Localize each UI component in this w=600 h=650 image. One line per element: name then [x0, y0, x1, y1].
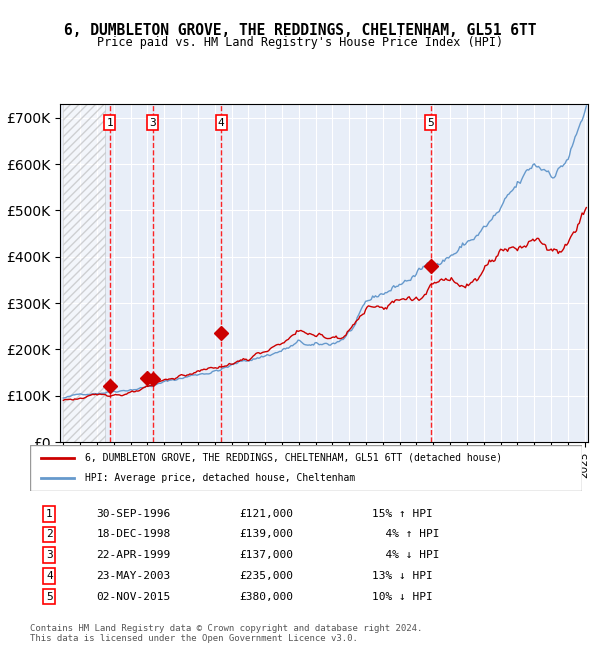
- Text: 30-SEP-1996: 30-SEP-1996: [96, 509, 170, 519]
- Text: 1: 1: [106, 118, 113, 127]
- Text: 4% ↓ HPI: 4% ↓ HPI: [372, 550, 440, 560]
- Text: HPI: Average price, detached house, Cheltenham: HPI: Average price, detached house, Chel…: [85, 473, 355, 483]
- Text: 6, DUMBLETON GROVE, THE REDDINGS, CHELTENHAM, GL51 6TT: 6, DUMBLETON GROVE, THE REDDINGS, CHELTE…: [64, 23, 536, 38]
- Text: 02-NOV-2015: 02-NOV-2015: [96, 592, 170, 601]
- Text: 23-MAY-2003: 23-MAY-2003: [96, 571, 170, 581]
- Text: Price paid vs. HM Land Registry's House Price Index (HPI): Price paid vs. HM Land Registry's House …: [97, 36, 503, 49]
- Text: Contains HM Land Registry data © Crown copyright and database right 2024.
This d: Contains HM Land Registry data © Crown c…: [30, 624, 422, 644]
- Text: 5: 5: [46, 592, 53, 601]
- Text: 2: 2: [46, 530, 53, 540]
- Text: 22-APR-1999: 22-APR-1999: [96, 550, 170, 560]
- Text: £139,000: £139,000: [240, 530, 294, 540]
- Text: 15% ↑ HPI: 15% ↑ HPI: [372, 509, 433, 519]
- Text: 3: 3: [46, 550, 53, 560]
- Text: £235,000: £235,000: [240, 571, 294, 581]
- FancyBboxPatch shape: [30, 445, 582, 491]
- Text: £137,000: £137,000: [240, 550, 294, 560]
- Bar: [64, 104, 106, 442]
- Text: 5: 5: [427, 118, 434, 127]
- Text: 6, DUMBLETON GROVE, THE REDDINGS, CHELTENHAM, GL51 6TT (detached house): 6, DUMBLETON GROVE, THE REDDINGS, CHELTE…: [85, 453, 502, 463]
- Text: 4: 4: [218, 118, 224, 127]
- Text: 10% ↓ HPI: 10% ↓ HPI: [372, 592, 433, 601]
- Text: £121,000: £121,000: [240, 509, 294, 519]
- Text: 13% ↓ HPI: 13% ↓ HPI: [372, 571, 433, 581]
- Text: £380,000: £380,000: [240, 592, 294, 601]
- Text: 3: 3: [149, 118, 156, 127]
- Text: 1: 1: [46, 509, 53, 519]
- Text: 4% ↑ HPI: 4% ↑ HPI: [372, 530, 440, 540]
- Text: 18-DEC-1998: 18-DEC-1998: [96, 530, 170, 540]
- Text: 4: 4: [46, 571, 53, 581]
